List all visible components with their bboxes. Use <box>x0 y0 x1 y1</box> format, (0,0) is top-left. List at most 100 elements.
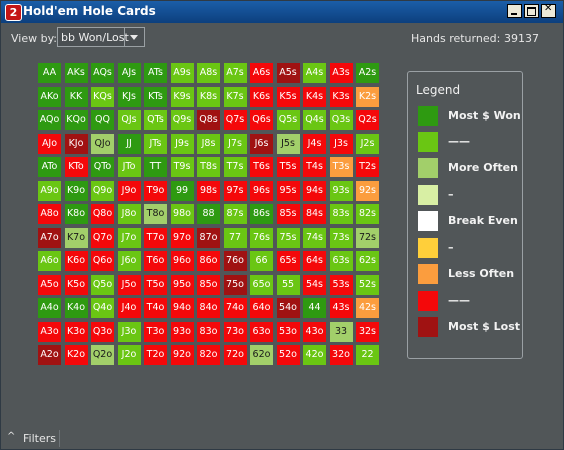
hand-cell[interactable]: A8o <box>38 204 61 224</box>
hand-cell[interactable]: Q3s <box>329 110 353 130</box>
hand-cell[interactable]: 95o <box>170 274 194 295</box>
hand-cell[interactable]: KK <box>64 86 88 107</box>
hand-cell[interactable]: Q8o <box>91 204 114 224</box>
hand-cell[interactable]: A6o <box>38 251 61 271</box>
hand-cell[interactable]: J7s <box>223 133 247 154</box>
hand-cell[interactable]: 64o <box>250 298 273 318</box>
hand-cell[interactable]: T3o <box>144 321 167 342</box>
hand-cell[interactable]: QJo <box>91 133 114 154</box>
hand-cell[interactable]: KTs <box>144 86 167 107</box>
hand-cell[interactable]: K6o <box>64 251 88 271</box>
hand-cell[interactable]: JTs <box>144 133 167 154</box>
hand-cell[interactable]: A7o <box>38 227 61 248</box>
hand-cell[interactable]: A4s <box>303 63 326 83</box>
hand-cell[interactable]: A7s <box>223 63 247 83</box>
hand-cell[interactable]: 87o <box>197 227 220 248</box>
hand-cell[interactable]: K3o <box>64 321 88 342</box>
hand-cell[interactable]: Q3o <box>91 321 114 342</box>
hand-cell[interactable]: J3o <box>117 321 141 342</box>
hand-cell[interactable]: 93o <box>170 321 194 342</box>
hand-cell[interactable]: Q6o <box>91 251 114 271</box>
hand-cell[interactable]: T8o <box>144 204 167 224</box>
hand-cell[interactable]: 83o <box>197 321 220 342</box>
hand-cell[interactable]: 97o <box>170 227 194 248</box>
hand-cell[interactable]: K5o <box>64 274 88 295</box>
hand-cell[interactable]: Q6s <box>250 110 273 130</box>
hand-cell[interactable]: K8s <box>197 86 220 107</box>
hand-cell[interactable]: T9o <box>144 180 167 201</box>
hand-cell[interactable]: 63s <box>329 251 353 271</box>
hand-cell[interactable]: Q8s <box>197 110 220 130</box>
hand-cell[interactable]: 73o <box>223 321 247 342</box>
hand-cell[interactable]: K2s <box>356 86 379 107</box>
hand-cell[interactable]: J8s <box>197 133 220 154</box>
hand-cell[interactable]: T5o <box>144 274 167 295</box>
hand-cell[interactable]: 87s <box>223 204 247 224</box>
hand-cell[interactable]: T9s <box>170 157 194 177</box>
hand-cell[interactable]: K4s <box>303 86 326 107</box>
hand-cell[interactable]: 42o <box>303 345 326 365</box>
hand-cell[interactable]: A9s <box>170 63 194 83</box>
hand-cell[interactable]: 63o <box>250 321 273 342</box>
hand-cell[interactable]: 74o <box>223 298 247 318</box>
hand-cell[interactable]: QTo <box>91 157 114 177</box>
hand-cell[interactable]: 84o <box>197 298 220 318</box>
hand-cell[interactable]: A3s <box>329 63 353 83</box>
hand-cell[interactable]: T8s <box>197 157 220 177</box>
hand-cell[interactable]: 98o <box>170 204 194 224</box>
hand-cell[interactable]: KQo <box>64 110 88 130</box>
hand-cell[interactable]: 43o <box>303 321 326 342</box>
hand-cell[interactable]: 77 <box>223 227 247 248</box>
hand-cell[interactable]: J2s <box>356 133 379 154</box>
hand-cell[interactable]: 85s <box>276 204 300 224</box>
hand-cell[interactable]: 92o <box>170 345 194 365</box>
hand-cell[interactable]: JTo <box>117 157 141 177</box>
hand-cell[interactable]: 98s <box>197 180 220 201</box>
hand-cell[interactable]: A4o <box>38 298 61 318</box>
hand-cell[interactable]: T2o <box>144 345 167 365</box>
hand-cell[interactable]: 54o <box>276 298 300 318</box>
hand-cell[interactable]: A8s <box>197 63 220 83</box>
hand-cell[interactable]: 54s <box>303 274 326 295</box>
hand-cell[interactable]: K2o <box>64 345 88 365</box>
hand-cell[interactable]: 62o <box>250 345 273 365</box>
hand-cell[interactable]: J8o <box>117 204 141 224</box>
hand-cell[interactable]: J4s <box>303 133 326 154</box>
filters-label[interactable]: Filters <box>23 432 56 445</box>
chevron-down-icon[interactable] <box>124 28 144 46</box>
hand-cell[interactable]: J6o <box>117 251 141 271</box>
hand-cell[interactable]: 64s <box>303 251 326 271</box>
hand-cell[interactable]: J6s <box>250 133 273 154</box>
hand-cell[interactable]: KTo <box>64 157 88 177</box>
chevron-up-icon[interactable]: ^ <box>7 431 16 442</box>
hand-cell[interactable]: Q9s <box>170 110 194 130</box>
hand-cell[interactable]: ATo <box>38 157 61 177</box>
hand-cell[interactable]: 94s <box>303 180 326 201</box>
hand-cell[interactable]: 96s <box>250 180 273 201</box>
hand-cell[interactable]: T2s <box>356 157 379 177</box>
hand-cell[interactable]: 73s <box>329 227 353 248</box>
hand-cell[interactable]: K8o <box>64 204 88 224</box>
hand-cell[interactable]: QQ <box>91 110 114 130</box>
hand-cell[interactable]: 95s <box>276 180 300 201</box>
hand-cell[interactable]: KJs <box>117 86 141 107</box>
hand-cell[interactable]: 97s <box>223 180 247 201</box>
hand-cell[interactable]: A9o <box>38 180 61 201</box>
hand-cell[interactable]: A6s <box>250 63 273 83</box>
hand-cell[interactable]: 66 <box>250 251 273 271</box>
hand-cell[interactable]: AA <box>38 63 61 83</box>
hand-cell[interactable]: Q5o <box>91 274 114 295</box>
hand-cell[interactable]: KQs <box>91 86 114 107</box>
hand-cell[interactable]: 22 <box>356 345 379 365</box>
hand-cell[interactable]: AJs <box>117 63 141 83</box>
hand-cell[interactable]: Q4o <box>91 298 114 318</box>
hand-cell[interactable]: T5s <box>276 157 300 177</box>
hand-cell[interactable]: K4o <box>64 298 88 318</box>
hand-cell[interactable]: 75s <box>276 227 300 248</box>
hand-cell[interactable]: J5o <box>117 274 141 295</box>
hand-cell[interactable]: Q5s <box>276 110 300 130</box>
hand-cell[interactable]: K9o <box>64 180 88 201</box>
hand-cell[interactable]: 32o <box>329 345 353 365</box>
hand-cell[interactable]: A3o <box>38 321 61 342</box>
hand-cell[interactable]: 44 <box>303 298 326 318</box>
